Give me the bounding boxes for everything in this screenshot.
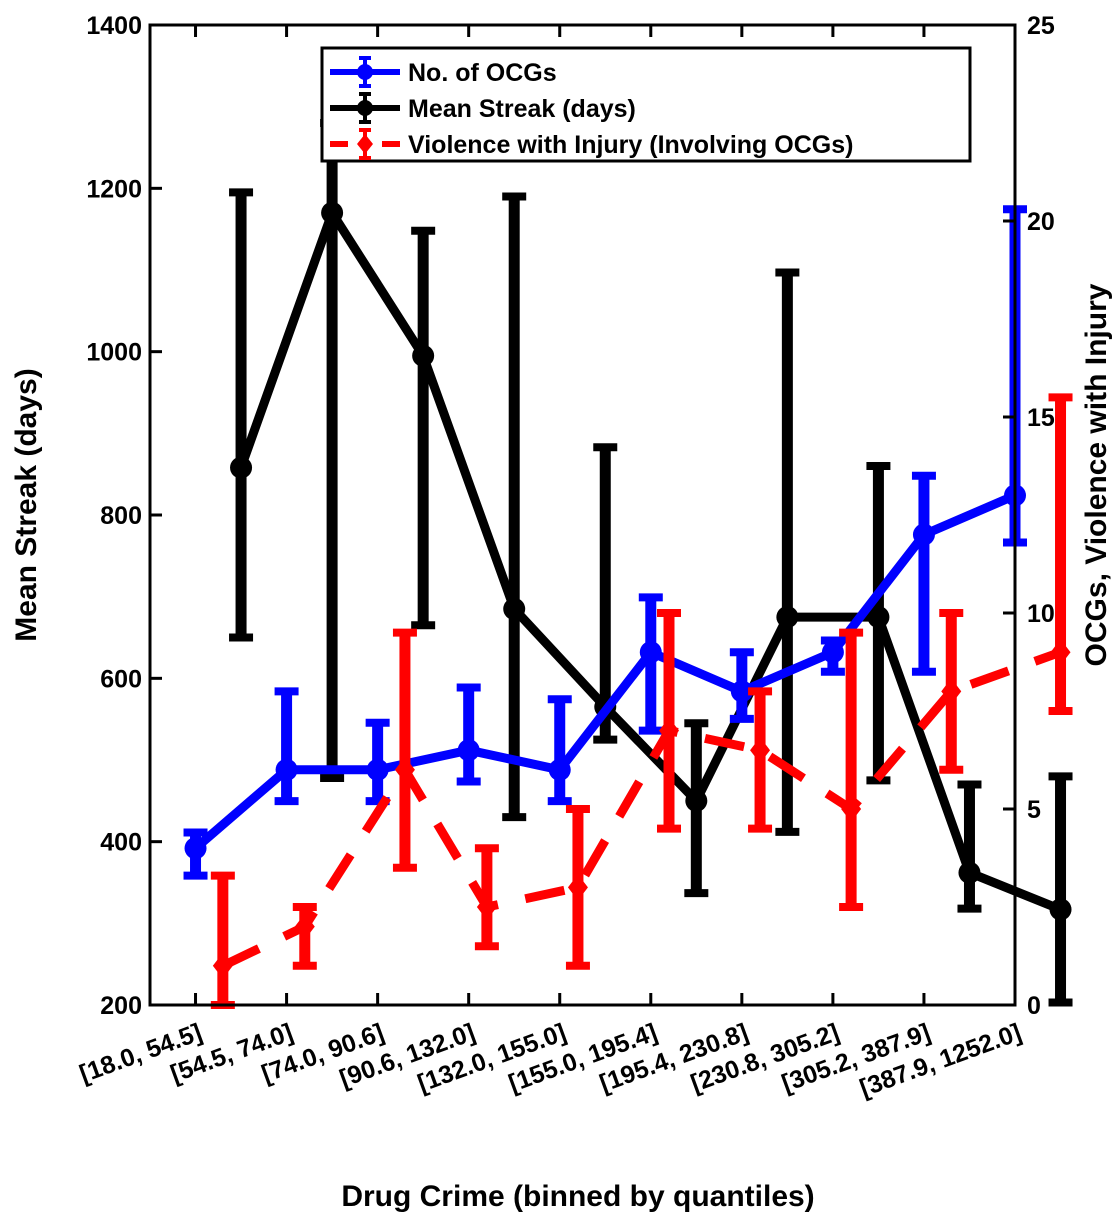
data-point <box>639 641 662 664</box>
left-y-tick-label: 1200 <box>86 175 142 203</box>
data-point <box>941 678 962 705</box>
data-point <box>867 606 890 629</box>
legend-label: Mean Streak (days) <box>408 95 636 123</box>
data-point <box>503 597 526 620</box>
data-point <box>394 756 415 783</box>
series-layer <box>183 119 1073 1009</box>
data-point <box>476 894 497 920</box>
data-point <box>366 758 389 781</box>
data-point <box>212 952 233 979</box>
data-point <box>912 523 935 546</box>
left-y-tick-label: 1000 <box>86 339 142 367</box>
legend-marker <box>357 134 373 154</box>
right-y-tick-label: 20 <box>1027 208 1055 236</box>
data-point <box>294 913 315 940</box>
series-mean-streak-days <box>229 119 1073 1007</box>
right-y-tick-label: 0 <box>1027 992 1041 1020</box>
left-y-tick-label: 200 <box>100 992 142 1020</box>
x-axis-title: Drug Crime (binned by quantiles) <box>341 1180 814 1213</box>
right-y-tick-label: 10 <box>1027 600 1055 628</box>
left-y-tick-label: 800 <box>100 502 142 530</box>
data-point <box>776 606 799 629</box>
series-line <box>220 647 1063 970</box>
series-violence-with-injury-involving-ocgs <box>210 393 1073 1009</box>
data-point <box>457 739 480 762</box>
data-point <box>659 717 679 744</box>
legend-box <box>320 46 972 163</box>
left-y-tick-label: 400 <box>100 829 142 857</box>
right-axis-title: OCGs, Violence with Injury <box>1080 283 1113 666</box>
data-point <box>1050 639 1071 666</box>
legend-item: Violence with Injury (Involving OCGs) <box>330 128 853 160</box>
right-y-tick-label: 15 <box>1027 404 1055 432</box>
left-y-tick-label: 1400 <box>86 12 142 40</box>
series-line <box>192 491 1017 852</box>
data-point <box>230 456 253 479</box>
series-line <box>236 208 1063 914</box>
data-point <box>841 796 862 822</box>
left-y-tick-label: 600 <box>100 665 142 693</box>
right-y-tick-label: 5 <box>1027 796 1041 824</box>
right-y-tick-label: 25 <box>1027 12 1055 40</box>
legend-item: Mean Streak (days) <box>330 92 636 124</box>
left-axis-title: Mean Streak (days) <box>10 368 43 641</box>
data-point <box>548 758 571 781</box>
data-point <box>321 201 344 224</box>
data-point <box>412 344 435 367</box>
data-point <box>567 874 588 901</box>
legend: No. of OCGs Mean Streak (days) Violence wi… <box>320 46 972 163</box>
data-point <box>958 861 981 884</box>
legend-label: No. of OCGs <box>408 59 557 87</box>
legend-label: Violence with Injury (Involving OCGs) <box>408 131 853 159</box>
data-point <box>750 737 771 764</box>
data-point <box>685 789 708 812</box>
legend-items: No. of OCGs Mean Streak (days) Violence wi… <box>330 56 853 160</box>
data-point <box>1049 898 1072 921</box>
data-point <box>184 837 207 860</box>
data-point <box>821 641 844 664</box>
legend-marker <box>357 64 373 80</box>
data-point <box>275 758 298 781</box>
legend-marker <box>357 100 373 116</box>
legend-item: No. of OCGs <box>330 56 557 88</box>
data-point <box>730 680 753 703</box>
